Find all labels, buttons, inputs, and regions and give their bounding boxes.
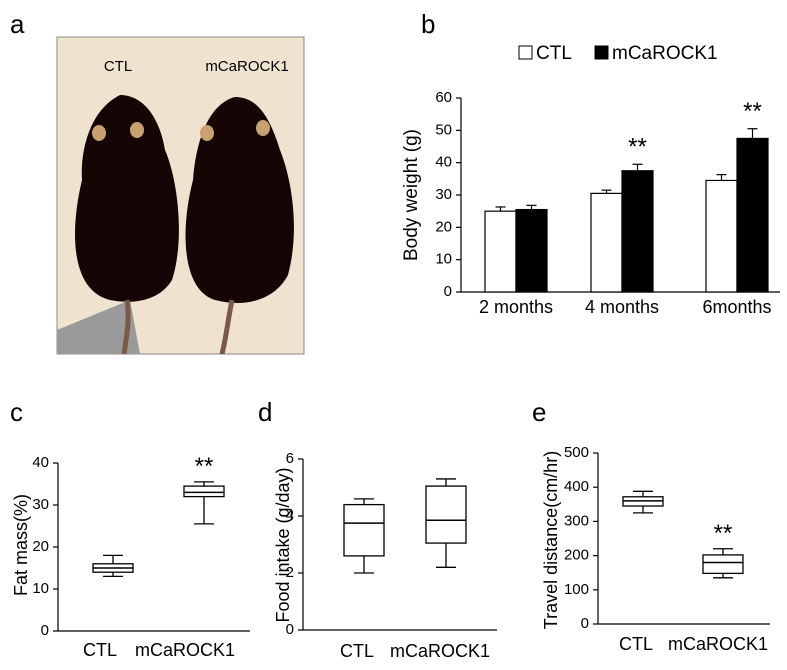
- legend-swatch: [518, 45, 533, 60]
- box: [343, 503, 385, 557]
- y-tick-label: 30: [32, 496, 49, 513]
- panel-letter: b: [421, 9, 435, 39]
- photo-shadow: [57, 300, 140, 354]
- photo-label: mCaROCK1: [205, 58, 288, 75]
- box: [183, 485, 225, 498]
- panel-letter: d: [258, 397, 272, 427]
- box: [702, 554, 744, 575]
- annotation: **: [743, 98, 762, 125]
- x-tick-label: 4 months: [585, 297, 659, 317]
- y-tick-label: 300: [564, 512, 589, 529]
- ear: [130, 122, 144, 138]
- x-tick-label: CTL: [83, 640, 117, 660]
- panel-letter: c: [10, 397, 23, 427]
- y-tick-label: 2: [286, 564, 294, 581]
- y-axis-label: Fat mass(%): [11, 494, 31, 596]
- y-tick-label: 400: [564, 478, 589, 495]
- ear: [256, 120, 270, 136]
- y-axis-label: Food intake (g/day): [273, 467, 293, 622]
- bar: [621, 170, 654, 293]
- y-tick-label: 100: [564, 581, 589, 598]
- y-tick-label: 4: [286, 507, 294, 524]
- x-tick-label: CTL: [619, 634, 653, 654]
- y-axis-label: Travel distance(cm/hr): [541, 451, 561, 629]
- mouse-tail: [219, 299, 235, 355]
- y-tick-label: 60: [435, 89, 452, 106]
- mouse-mcarock1: [185, 97, 294, 303]
- x-tick-label: mCaROCK1: [390, 641, 490, 661]
- panel-letter: e: [532, 397, 546, 427]
- y-tick-label: 10: [435, 251, 452, 268]
- photo-label: CTL: [104, 58, 132, 75]
- y-tick-label: 500: [564, 444, 589, 461]
- y-tick-label: 20: [435, 218, 452, 235]
- x-tick-label: mCaROCK1: [135, 640, 235, 660]
- bar: [484, 210, 517, 293]
- legend-swatch: [594, 45, 609, 60]
- y-tick-label: 10: [32, 580, 49, 597]
- x-tick-label: 2 months: [479, 297, 553, 317]
- y-tick-label: 0: [41, 622, 49, 639]
- x-tick-label: mCaROCK1: [668, 634, 768, 654]
- y-tick-label: 20: [32, 538, 49, 555]
- bar: [515, 208, 548, 293]
- ear: [200, 125, 214, 141]
- mouse-tail: [121, 299, 131, 355]
- y-axis-label: Body weight (g): [401, 129, 422, 261]
- box: [425, 485, 467, 544]
- bar: [590, 192, 623, 293]
- y-tick-label: 30: [435, 186, 452, 203]
- x-tick-label: 6months: [702, 297, 771, 317]
- panel-letter: a: [10, 9, 25, 39]
- annotation: **: [195, 453, 214, 480]
- y-tick-label: 6: [286, 450, 294, 467]
- legend-label: mCaROCK1: [612, 43, 718, 64]
- x-tick-label: CTL: [340, 641, 374, 661]
- y-tick-label: 200: [564, 547, 589, 564]
- bar: [736, 137, 769, 293]
- y-tick-label: 0: [581, 615, 589, 632]
- bar: [705, 179, 738, 293]
- legend-label: CTL: [536, 43, 572, 64]
- annotation: **: [714, 520, 733, 547]
- ear: [92, 125, 106, 141]
- annotation: **: [628, 134, 647, 161]
- y-tick-label: 0: [286, 621, 294, 638]
- mouse-ctl: [75, 95, 179, 302]
- y-tick-label: 50: [435, 121, 452, 138]
- y-tick-label: 40: [32, 454, 49, 471]
- y-tick-label: 40: [435, 154, 452, 171]
- y-tick-label: 0: [444, 283, 452, 300]
